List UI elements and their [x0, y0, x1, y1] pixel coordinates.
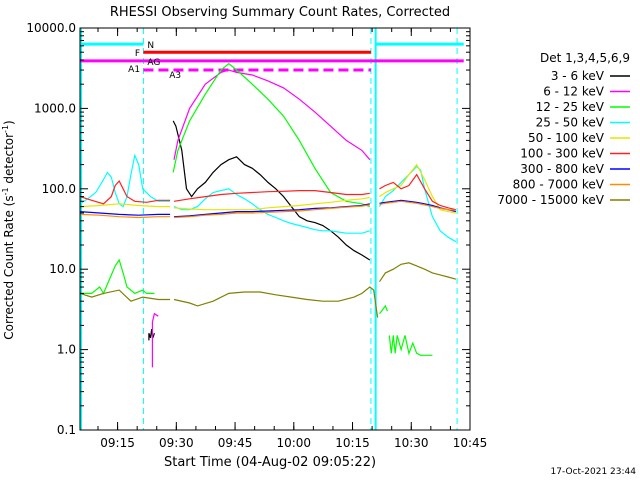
- legend-entry-label: 800 - 7000 keV: [513, 178, 605, 192]
- series-line: [173, 204, 370, 219]
- y-axis-label-sup2: -1: [1, 125, 10, 133]
- y-tick-label: 100.0: [42, 182, 76, 196]
- plot-area: NF AG A1 A3: [79, 28, 464, 430]
- y-tick-label: 0.1: [57, 423, 76, 437]
- legend-entry-label: 300 - 800 keV: [520, 162, 604, 176]
- legend-entry-label: 3 - 6 keV: [551, 69, 605, 83]
- series-line: [173, 203, 370, 218]
- series-4: [79, 163, 457, 214]
- y-axis-label-sup1: -1: [1, 187, 10, 195]
- legend-entry-label: 12 - 25 keV: [536, 100, 605, 114]
- series-2: [80, 62, 433, 356]
- flag-label-ag: AG: [147, 58, 160, 68]
- legend-entry-label: 6 - 12 keV: [543, 85, 605, 99]
- series-line: [172, 62, 371, 208]
- x-tick-label: 10:45: [453, 436, 488, 450]
- series-0: [148, 120, 371, 341]
- x-tick-label: 10:00: [276, 436, 311, 450]
- x-tick-label: 09:15: [100, 436, 135, 450]
- y-axis-label-main: Corrected Count Rate (s: [2, 195, 16, 339]
- series-5: [79, 173, 457, 211]
- footer-timestamp: 17-Oct-2021 23:44: [551, 467, 637, 477]
- legend-title: Det 1,3,4,5,6,9: [540, 51, 630, 65]
- y-axis-label: Corrected Count Rate (s-1 detector-1): [1, 120, 16, 339]
- y-axis-label-mid: detector: [2, 133, 16, 188]
- series-line: [379, 304, 388, 314]
- series-line: [379, 262, 457, 283]
- flag-label-a3: A3: [169, 71, 181, 81]
- series-line: [79, 203, 171, 208]
- series-3: [79, 153, 457, 243]
- series-8: [79, 262, 457, 318]
- series-line: [79, 179, 171, 205]
- flag-label-f: F: [135, 49, 140, 59]
- legend-entry-label: 25 - 50 keV: [536, 116, 605, 130]
- y-axis-label-end: ): [2, 120, 16, 125]
- y-tick-label: 10000.0: [26, 21, 76, 35]
- y-tick-label: 1.0: [57, 343, 76, 357]
- plot-frame: [79, 27, 471, 431]
- series-line: [80, 258, 155, 295]
- flag-label-a1: A1: [128, 65, 140, 75]
- series-line: [173, 196, 370, 211]
- series-line: [173, 190, 370, 202]
- legend-entry-label: 100 - 300 keV: [520, 147, 604, 161]
- x-tick-label: 09:30: [159, 436, 194, 450]
- series-line: [148, 329, 155, 341]
- x-tick-label: 10:15: [335, 436, 370, 450]
- series-line: [79, 153, 171, 208]
- series-line: [379, 163, 457, 214]
- legend-entry-label: 50 - 100 keV: [528, 131, 605, 145]
- chart-title: RHESSI Observing Summary Count Rates, Co…: [110, 5, 450, 20]
- x-axis-label: Start Time (04-Aug-02 09:05:22): [164, 455, 376, 470]
- series-7: [79, 200, 456, 219]
- series-1: [151, 69, 371, 368]
- x-tick-label: 09:45: [218, 436, 253, 450]
- series-line: [151, 312, 159, 368]
- series-line: [79, 211, 171, 216]
- series-line: [173, 188, 370, 234]
- legend-entry-label: 7000 - 15000 keV: [497, 193, 604, 207]
- flag-label-n: N: [147, 41, 154, 51]
- y-tick-label: 10.0: [49, 262, 76, 276]
- series-line: [379, 200, 456, 211]
- series-line: [379, 173, 457, 211]
- series-line: [79, 213, 171, 219]
- axes: 0.1 1.0 10.0 100.0 1000.0 10000.0 09:15 09:30 09…: [26, 21, 487, 450]
- series-line: [79, 289, 171, 302]
- series-line: [172, 120, 371, 261]
- series-line: [388, 335, 433, 356]
- series-line: [173, 286, 379, 318]
- y-tick-label: 1000.0: [34, 101, 76, 115]
- series-line: [173, 69, 371, 161]
- x-tick-label: 10:30: [394, 436, 429, 450]
